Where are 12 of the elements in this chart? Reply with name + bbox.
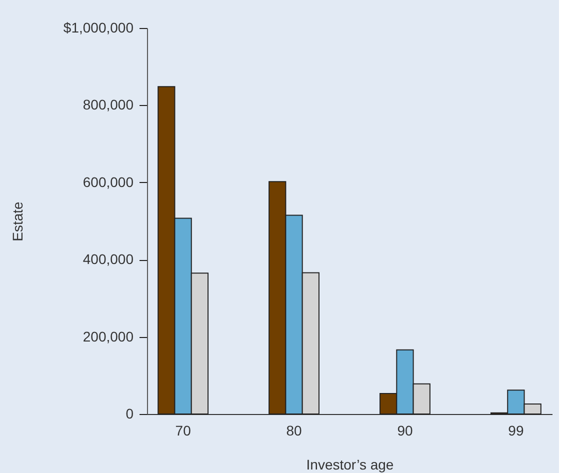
y-tick-label: 600,000 — [82, 174, 134, 190]
y-tick-label: 800,000 — [82, 96, 134, 113]
x-tick-label: 70 — [175, 422, 192, 438]
x-axis-title: Investor’s age — [306, 456, 394, 472]
y-axis-title: Estate — [9, 201, 26, 242]
y-tick-label: 200,000 — [82, 328, 134, 344]
x-tick-label: 80 — [286, 422, 302, 438]
x-tick-label: 90 — [397, 422, 413, 438]
y-tick-label: 0 — [126, 406, 134, 422]
y-tick-label: 400,000 — [82, 251, 134, 268]
x-tick-label: 99 — [508, 422, 524, 438]
y-tick-label: $1,000,000 — [63, 20, 134, 36]
